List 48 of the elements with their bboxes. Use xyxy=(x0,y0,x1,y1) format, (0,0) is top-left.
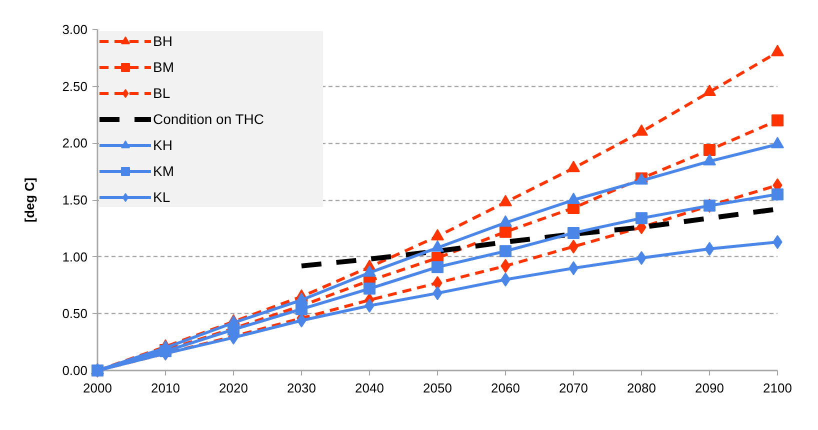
point xyxy=(771,44,784,56)
legend-label: Condition on THC xyxy=(153,110,266,129)
point xyxy=(771,136,784,148)
y-tick-label: 1.00 xyxy=(62,249,88,264)
x-tick-label: 2020 xyxy=(219,380,248,396)
x-tick-label: 2000 xyxy=(83,380,112,396)
point xyxy=(772,188,784,200)
y-tick-label: 3.00 xyxy=(62,22,88,37)
point xyxy=(703,154,716,166)
point xyxy=(431,228,444,240)
legend-label: BL xyxy=(153,84,172,103)
x-tick-label: 2070 xyxy=(559,380,588,396)
point xyxy=(296,303,308,316)
legend-label: KL xyxy=(153,188,172,207)
point xyxy=(704,144,716,156)
point xyxy=(568,226,580,239)
x-tick-label: 2050 xyxy=(423,380,452,396)
point xyxy=(567,192,580,204)
x-tick-label: 2090 xyxy=(695,380,724,396)
point xyxy=(703,84,716,96)
point xyxy=(635,124,648,136)
point xyxy=(364,282,376,295)
x-tick-label: 2030 xyxy=(287,380,316,396)
point xyxy=(499,194,512,206)
legend-label: BM xyxy=(153,58,175,77)
point xyxy=(500,226,512,238)
x-tick-label: 2080 xyxy=(627,380,656,396)
x-tick-label: 2060 xyxy=(491,380,520,396)
legend-label: KM xyxy=(153,162,175,181)
point xyxy=(636,212,648,224)
y-tick-label: 1.50 xyxy=(62,192,88,208)
point xyxy=(431,240,444,252)
y-tick-label: 2.50 xyxy=(62,78,88,94)
x-tick-label: 2040 xyxy=(355,380,384,396)
y-tick-label: 2.00 xyxy=(62,136,88,151)
legend-label: KH xyxy=(153,136,174,155)
y-tick-label: 0.50 xyxy=(62,306,88,322)
y-axis-title: [deg C] xyxy=(22,178,38,222)
y-tick-label: 0.00 xyxy=(62,363,88,378)
point xyxy=(567,160,580,172)
point xyxy=(500,245,512,258)
point xyxy=(772,114,784,126)
point xyxy=(363,265,376,277)
x-tick-label: 2010 xyxy=(151,380,180,396)
x-tick-label: 2100 xyxy=(763,380,792,396)
point xyxy=(432,261,444,274)
legend-label: BH xyxy=(153,32,174,51)
point xyxy=(499,215,512,227)
